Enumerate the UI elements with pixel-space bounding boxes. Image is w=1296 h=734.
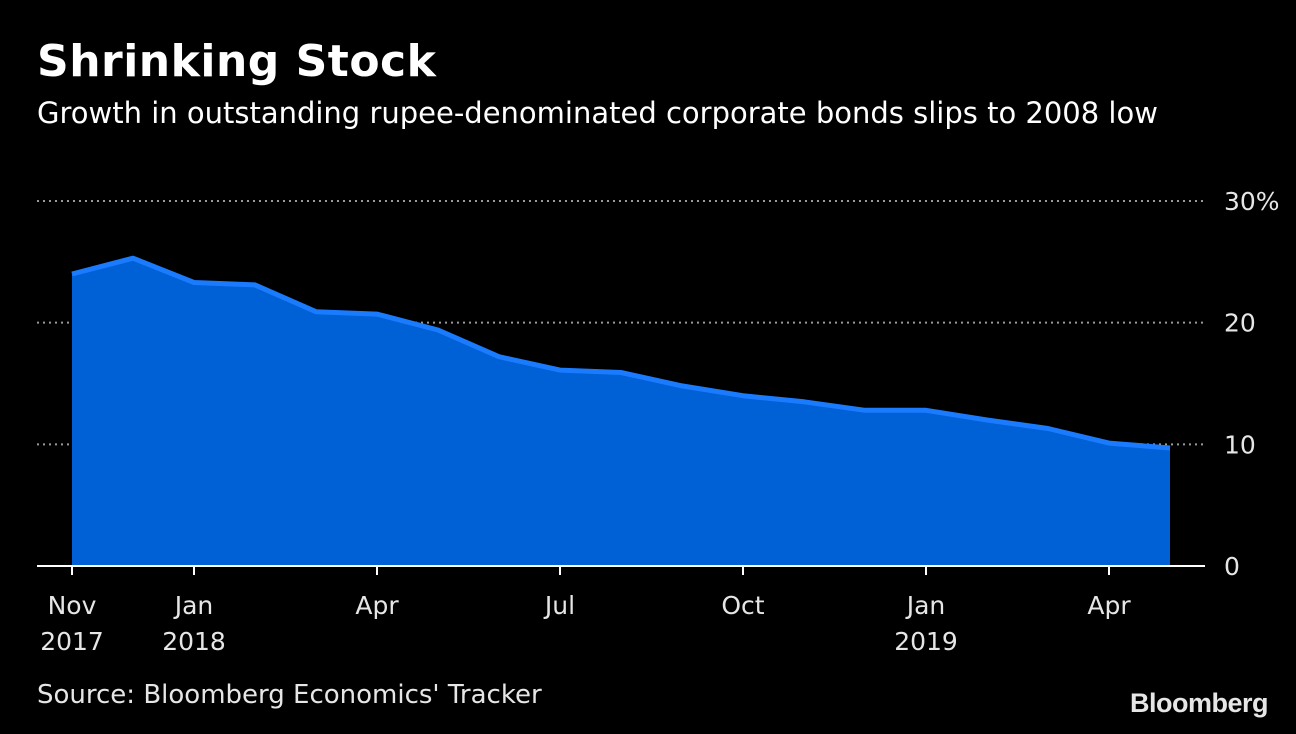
y-tick-label: 20 <box>1224 309 1256 338</box>
bloomberg-logo: Bloomberg <box>1129 688 1269 718</box>
y-tick-label: 30% <box>1224 187 1280 216</box>
chart-subtitle: Growth in outstanding rupee-denominated … <box>37 96 1158 130</box>
series-line <box>71 255 1171 451</box>
series-area <box>72 258 1170 566</box>
x-axis-ticks: Nov 2017 Jan 2018 Apr Jul Oct Jan 2019 Apr <box>40 566 1131 656</box>
y-axis-ticks: 0 10 20 30% <box>1224 187 1280 581</box>
x-tick-year-label: 2018 <box>162 627 226 656</box>
y-tick-label: 10 <box>1224 430 1256 459</box>
chart-title: Shrinking Stock <box>37 36 437 87</box>
y-tick-label: 0 <box>1224 552 1240 581</box>
source-note: Source: Bloomberg Economics' Tracker <box>37 680 542 710</box>
x-tick-label: Nov <box>48 591 97 620</box>
x-tick-label: Jul <box>543 591 575 620</box>
x-tick-year-label: 2019 <box>894 627 958 656</box>
x-tick-year-label: 2017 <box>40 627 104 656</box>
x-tick-label: Apr <box>1087 591 1131 620</box>
x-tick-label: Oct <box>721 591 764 620</box>
x-tick-label: Jan <box>905 591 946 620</box>
x-tick-label: Jan <box>173 591 214 620</box>
x-tick-label: Apr <box>355 591 399 620</box>
